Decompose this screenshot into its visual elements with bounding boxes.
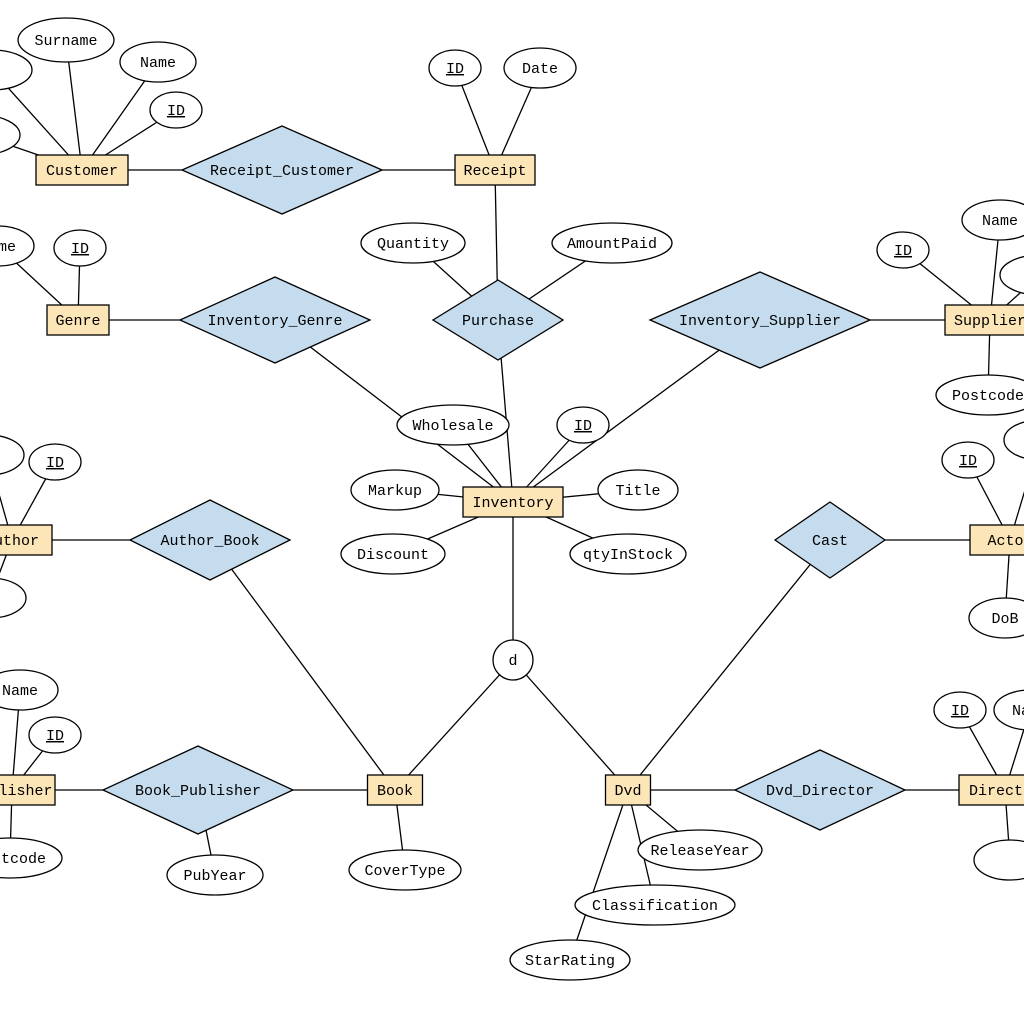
er-diagram: Customer Receipt Genre Supplier Inventory Aut… xyxy=(0,0,1024,1024)
entity-label-book: Book xyxy=(377,783,413,800)
attribute-auth_name xyxy=(0,435,24,475)
attribute-label-inv_disc: Discount xyxy=(357,547,429,564)
labels-layer: Customer Receipt Genre Supplier Inventory Aut… xyxy=(0,33,1024,970)
attribute-actor_top xyxy=(1004,420,1024,460)
attribute-label-genre_name: Name xyxy=(0,239,16,256)
edge-d_node-dvd xyxy=(513,660,628,790)
attribute-label-inv_whole: Wholesale xyxy=(412,418,493,435)
entity-label-director: Director xyxy=(969,783,1024,800)
attribute-label-cust_id: ID xyxy=(167,103,185,120)
attribute-label-sup_name: Name xyxy=(982,213,1018,230)
attribute-label-pur_paid: AmountPaid xyxy=(567,236,657,253)
attribute-label-pub_id: ID xyxy=(46,728,64,745)
attribute-label-dir_id: ID xyxy=(951,703,969,720)
attribute-cust_left1 xyxy=(0,50,32,90)
attribute-label-dvd_class: Classification xyxy=(592,898,718,915)
attribute-label-genre_id: ID xyxy=(71,241,89,258)
entity-label-dvd: Dvd xyxy=(614,783,641,800)
relationship-label-author_book: Author_Book xyxy=(160,533,259,550)
attribute-label-cust_surname: Surname xyxy=(34,33,97,50)
attribute-label-dir_name: Name xyxy=(1012,703,1024,720)
attribute-label-dvd_star: StarRating xyxy=(525,953,615,970)
entity-label-inventory: Inventory xyxy=(472,495,553,512)
entity-label-genre: Genre xyxy=(55,313,100,330)
attribute-cust_left2 xyxy=(0,115,20,155)
attribute-label-inv_markup: Markup xyxy=(368,483,422,500)
attribute-label-sup_post: Postcode xyxy=(952,388,1024,405)
relationship-label-book_publisher: Book_Publisher xyxy=(135,783,261,800)
attribute-label-dvd_rel: ReleaseYear xyxy=(650,843,749,860)
attribute-label-bp_pubyear: PubYear xyxy=(183,868,246,885)
attribute-label-book_cover: CoverType xyxy=(364,863,445,880)
relationship-label-receipt_customer: Receipt_Customer xyxy=(210,163,354,180)
attribute-dir_low xyxy=(974,840,1024,880)
entity-label-actor: Actor xyxy=(987,533,1024,550)
relationship-label-purchase: Purchase xyxy=(462,313,534,330)
attribute-sup_right xyxy=(1000,255,1024,295)
disjoint-label: d xyxy=(508,653,517,670)
entity-label-publisher: Publisher xyxy=(0,783,53,800)
attribute-label-pur_qty: Quantity xyxy=(377,236,449,253)
attribute-auth_low xyxy=(0,578,26,618)
attribute-label-actor_dob: DoB xyxy=(991,611,1018,628)
relationship-label-cast: Cast xyxy=(812,533,848,550)
relationship-label-inventory_genre: Inventory_Genre xyxy=(207,313,342,330)
attribute-label-rec_id: ID xyxy=(446,61,464,78)
edge-d_node-book xyxy=(395,660,513,790)
entity-label-author: Author xyxy=(0,533,39,550)
attribute-label-actor_id: ID xyxy=(959,453,977,470)
attribute-label-cust_name: Name xyxy=(140,55,176,72)
entity-label-customer: Customer xyxy=(46,163,118,180)
attribute-label-pub_name: Name xyxy=(2,683,38,700)
entity-label-receipt: Receipt xyxy=(463,163,526,180)
entity-label-supplier: Supplier xyxy=(954,313,1024,330)
attribute-label-pub_post: Postcode xyxy=(0,851,46,868)
edge-cast-dvd xyxy=(628,540,830,790)
attr-edge-dvd_star xyxy=(570,790,628,960)
attribute-label-inv_qty: qtyInStock xyxy=(583,547,673,564)
attribute-label-inv_id: ID xyxy=(574,418,592,435)
edge-author_book-book xyxy=(210,540,395,790)
attribute-label-rec_date: Date xyxy=(522,61,558,78)
attribute-label-inv_title: Title xyxy=(615,483,660,500)
attribute-label-sup_id: ID xyxy=(894,243,912,260)
attribute-label-auth_id: ID xyxy=(46,455,64,472)
relationship-label-dvd_director: Dvd_Director xyxy=(766,783,874,800)
relationship-label-inventory_supplier: Inventory_Supplier xyxy=(679,313,841,330)
